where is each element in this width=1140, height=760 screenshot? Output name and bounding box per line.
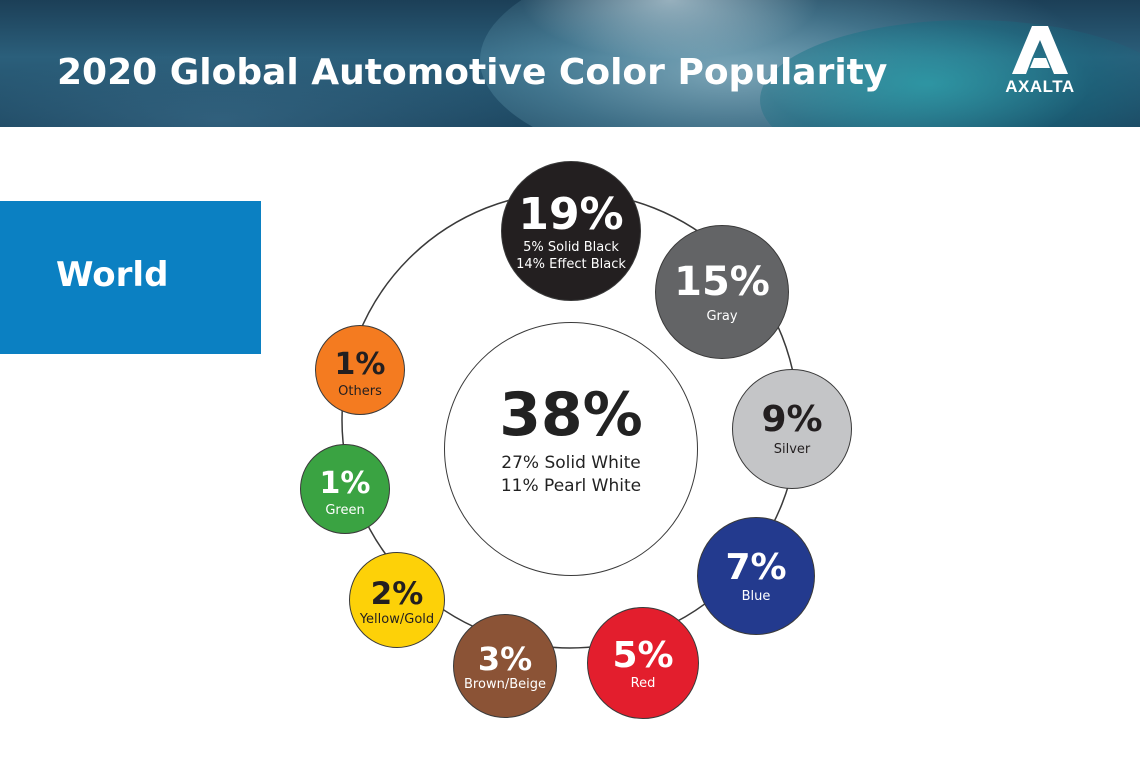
bubble-gray: 15% Gray [655, 225, 789, 359]
value-label-green: 1% [319, 466, 371, 502]
header-banner: 2020 Global Automotive Color Popularity … [0, 0, 1140, 127]
detail-label-silver: Silver [773, 442, 811, 457]
axalta-logo-icon [1012, 26, 1068, 74]
value-label-silver: 9% [761, 399, 823, 441]
bubble-brown-beige: 3% Brown/Beige [453, 614, 557, 718]
wave-foam [520, 0, 820, 60]
logo-text: AXALTA [1005, 77, 1075, 96]
center-value: 38% [499, 380, 643, 450]
value-label-red: 5% [612, 635, 674, 677]
center-bubble-white: 38% 27% Solid White 11% Pearl White [444, 322, 698, 576]
detail-label-others: Others [338, 383, 382, 399]
detail-label-green: Green [325, 502, 365, 518]
bubble-yellow-gold: 2% Yellow/Gold [349, 552, 445, 648]
detail-label-red: Red [630, 676, 656, 692]
bubble-others: 1% Others [315, 325, 405, 415]
detail-label-black-0: 5% Solid Black [523, 240, 619, 256]
bubble-silver: 9% Silver [732, 369, 852, 489]
value-label-yellow-gold: 2% [370, 575, 424, 612]
bubble-red: 5% Red [587, 607, 699, 719]
detail-label-brown-beige: Brown/Beige [464, 677, 546, 693]
axalta-logo: AXALTA [988, 24, 1092, 98]
center-detail-pearl: 11% Pearl White [500, 476, 642, 496]
page-title: 2020 Global Automotive Color Popularity [57, 52, 888, 93]
region-panel: World [0, 201, 261, 354]
detail-label-blue: Blue [741, 588, 771, 604]
region-label: World [56, 255, 169, 295]
value-label-brown-beige: 3% [477, 640, 533, 679]
value-label-gray: 15% [674, 259, 770, 306]
value-label-others: 1% [334, 347, 386, 383]
detail-label-black-1: 14% Effect Black [516, 257, 626, 273]
bubble-blue: 7% Blue [697, 517, 815, 635]
bubble-green: 1% Green [300, 444, 390, 534]
detail-label-yellow-gold: Yellow/Gold [359, 611, 435, 627]
value-label-blue: 7% [725, 546, 787, 588]
center-detail-solid: 27% Solid White [501, 453, 641, 473]
value-label-black: 19% [518, 188, 624, 240]
bubble-black: 19% 5% Solid Black 14% Effect Black [501, 161, 641, 301]
detail-label-gray: Gray [706, 309, 738, 325]
